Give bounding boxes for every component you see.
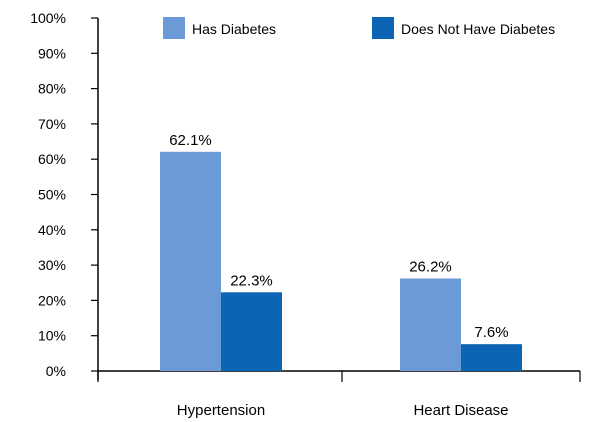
bar-value-label: 7.6% (474, 324, 508, 341)
bar (400, 278, 461, 371)
bar (160, 151, 221, 371)
legend-label: Does Not Have Diabetes (401, 21, 555, 37)
y-tick-label: 60% (38, 151, 66, 167)
y-tick-label: 100% (30, 10, 66, 26)
y-tick-label: 10% (38, 328, 66, 344)
legend-swatch (163, 17, 185, 39)
y-tick-label: 80% (38, 81, 66, 97)
y-tick-label: 50% (38, 187, 66, 203)
bar (221, 292, 282, 371)
bar-value-label: 62.1% (169, 132, 212, 149)
y-tick-label: 90% (38, 45, 66, 61)
x-category-label: Hypertension (177, 402, 265, 419)
x-category-label: Heart Disease (413, 402, 508, 419)
y-tick-label: 30% (38, 257, 66, 273)
legend-swatch (372, 17, 394, 39)
legend-label: Has Diabetes (192, 21, 276, 37)
y-axis-ticks: 0% 10% 20% 30% 40% 50% 60% 70% 80% 90% 100% (30, 10, 98, 379)
x-axis-ticks: Hypertension Heart Disease (97, 371, 581, 419)
bars: 62.1% 26.2% 22.3% 7.6% (160, 132, 522, 371)
bar (461, 344, 522, 371)
bar-value-label: 22.3% (230, 272, 273, 289)
legend: Has Diabetes Does Not Have Diabetes (163, 17, 555, 39)
bar-value-label: 26.2% (409, 259, 452, 276)
y-tick-label: 70% (38, 116, 66, 132)
y-tick-label: 0% (46, 363, 66, 379)
y-tick-label: 40% (38, 222, 66, 238)
y-tick-label: 20% (38, 292, 66, 308)
